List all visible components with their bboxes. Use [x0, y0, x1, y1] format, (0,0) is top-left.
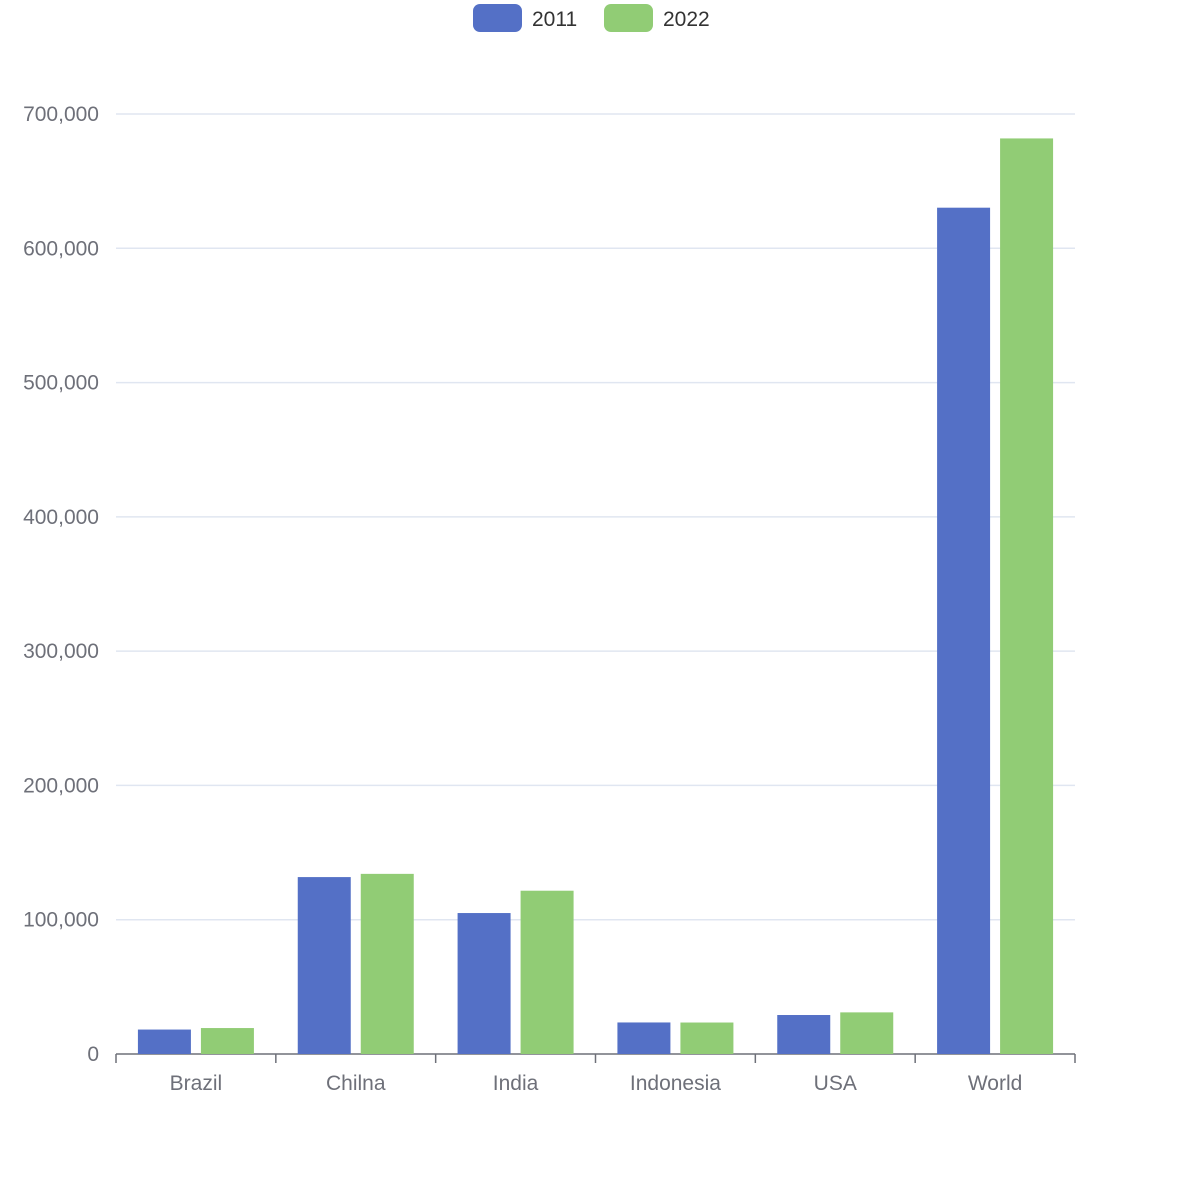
bar-2011-world	[937, 207, 991, 1054]
bar-2011-india	[457, 913, 511, 1054]
bar-2022-india	[520, 890, 574, 1054]
bar-2022-brazil	[200, 1028, 254, 1054]
bar-2011-chilna	[297, 877, 351, 1054]
bar-2011-indonesia	[617, 1022, 671, 1054]
bar-2011-usa	[777, 1015, 831, 1054]
legend-label: 2011	[532, 8, 577, 31]
y-tick-label: 600,000	[23, 237, 99, 260]
bar-2022-indonesia	[680, 1022, 734, 1054]
bar-2022-world	[1000, 138, 1054, 1054]
y-tick-label: 300,000	[23, 640, 99, 663]
bar-2022-chilna	[360, 873, 414, 1054]
legend-label: 2022	[663, 8, 710, 31]
bar-2022-usa	[840, 1012, 894, 1054]
x-tick-label: Indonesia	[630, 1072, 721, 1095]
legend-swatch-2022	[604, 4, 653, 32]
y-tick-label: 700,000	[23, 103, 99, 126]
y-tick-label: 100,000	[23, 909, 99, 932]
x-tick-label: World	[968, 1072, 1022, 1095]
y-tick-label: 500,000	[23, 372, 99, 395]
x-tick-label: Chilna	[326, 1072, 386, 1095]
y-tick-label: 0	[87, 1043, 99, 1066]
bar-2011-brazil	[137, 1029, 191, 1054]
x-tick-label: India	[493, 1072, 539, 1095]
x-tick-label: USA	[814, 1072, 857, 1095]
legend-swatch-2011	[473, 4, 522, 32]
x-tick-label: Brazil	[170, 1072, 223, 1095]
y-tick-label: 400,000	[23, 506, 99, 529]
y-tick-label: 200,000	[23, 774, 99, 797]
